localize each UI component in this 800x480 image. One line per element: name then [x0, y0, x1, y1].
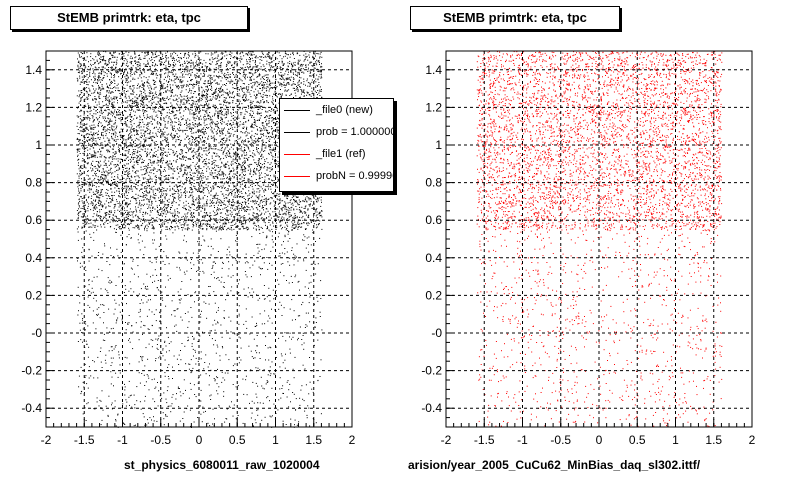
y-tick-label: 1.4: [25, 63, 42, 77]
x-tick-label: 0: [596, 433, 603, 447]
y-tick-label: 0.6: [25, 213, 42, 227]
x-tick-label: 1: [672, 433, 679, 447]
legend-label-file0: _file0 (new): [316, 104, 373, 116]
x-tick-label: -1.5: [74, 433, 95, 447]
y-tick-label: 0.4: [425, 251, 442, 265]
y-tick-label: -0: [431, 326, 442, 340]
x-tick-label: -2: [41, 433, 52, 447]
y-tick-label: -0.4: [421, 401, 442, 415]
y-tick-label: 1: [35, 138, 42, 152]
legend-label-prob: prob = 1.000000: [316, 126, 394, 138]
legend-entry-file1: _file1 (ref): [280, 145, 393, 165]
y-tick-label: 0.2: [25, 288, 42, 302]
y-tick-label: -0: [31, 326, 42, 340]
legend-entry-file0: _file0 (new): [280, 101, 393, 121]
x-tick-label: 0.5: [629, 433, 646, 447]
y-tick-label: 1.2: [425, 100, 442, 114]
x-tick-label: 1.5: [705, 433, 722, 447]
legend-entry-prob: prob = 1.000000: [280, 123, 394, 143]
left-x-axis-label: st_physics_6080011_raw_1020004: [124, 458, 320, 472]
legend-label-probn: probN = 0.999961: [316, 170, 393, 182]
x-tick-label: -1: [517, 433, 528, 447]
y-tick-label: 1: [435, 138, 442, 152]
x-tick-label: 0: [196, 433, 203, 447]
x-tick-label: -1: [117, 433, 128, 447]
y-tick-label: -0.2: [421, 364, 442, 378]
y-tick-label: 1.4: [425, 63, 442, 77]
y-tick-label: -0.2: [21, 364, 42, 378]
y-tick-label: 0.4: [25, 251, 42, 265]
legend-line-file1: [284, 154, 310, 155]
x-tick-label: 1: [272, 433, 279, 447]
legend-line-probn: [284, 176, 310, 177]
left-legend: _file0 (new) prob = 1.000000 _file1 (ref…: [279, 98, 394, 192]
x-tick-label: 2: [749, 433, 756, 447]
legend-line-prob: [284, 132, 310, 133]
right-x-axis-label: arision/year_2005_CuCu62_MinBias_daq_sl3…: [408, 458, 701, 472]
legend-entry-probn: probN = 0.999961: [280, 167, 393, 187]
x-tick-label: 0.5: [229, 433, 246, 447]
y-tick-label: 0.8: [425, 176, 442, 190]
legend-line-file0: [284, 110, 310, 111]
y-tick-label: 0.6: [425, 213, 442, 227]
x-tick-label: -0.5: [150, 433, 171, 447]
legend-label-file1: _file1 (ref): [316, 148, 366, 160]
x-tick-label: -2: [441, 433, 452, 447]
x-tick-label: 2: [349, 433, 356, 447]
y-tick-label: 0.8: [25, 176, 42, 190]
y-tick-label: -0.4: [21, 401, 42, 415]
right-plot-title: StEMB primtrk: eta, tpc: [410, 6, 620, 30]
x-tick-label: -1.5: [474, 433, 495, 447]
y-tick-label: 0.2: [425, 288, 442, 302]
x-tick-label: 1.5: [305, 433, 322, 447]
x-tick-label: -0.5: [550, 433, 571, 447]
scatter-points: [476, 51, 723, 428]
left-plot-title: StEMB primtrk: eta, tpc: [10, 6, 248, 30]
y-tick-label: 1.2: [25, 100, 42, 114]
